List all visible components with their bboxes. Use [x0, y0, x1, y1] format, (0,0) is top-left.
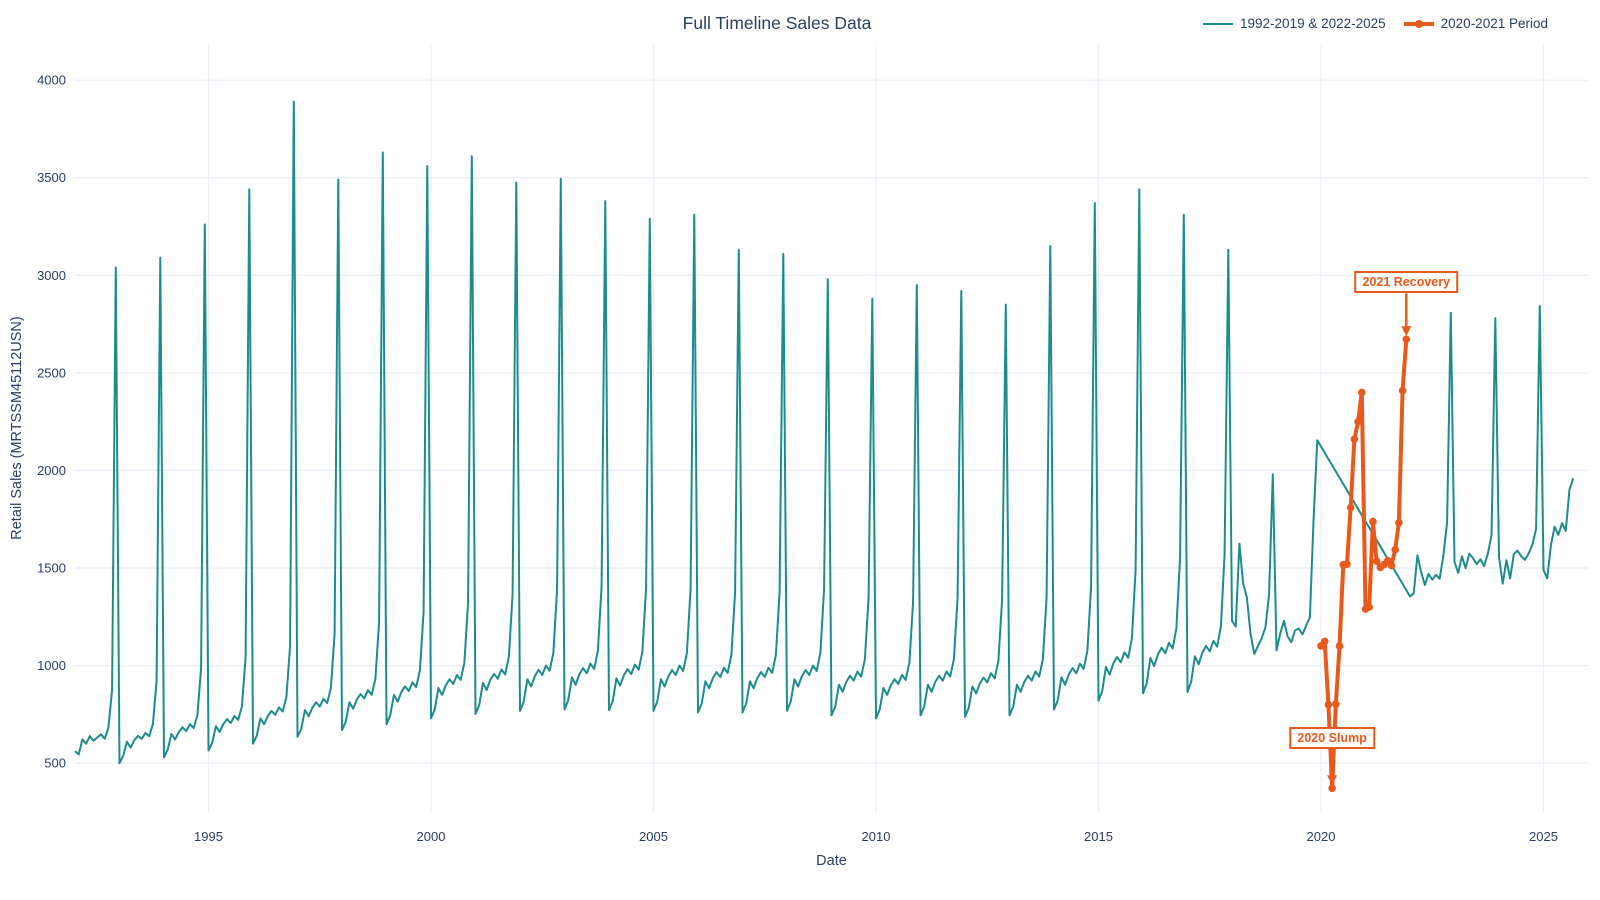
data-point-marker	[1402, 335, 1411, 344]
legend: 1992-2019 & 2022-2025 2020-2021 Period	[1203, 16, 1548, 31]
series-line-2020-2021	[1317, 335, 1411, 792]
teal-line-swatch-icon	[1203, 17, 1234, 31]
orange-line-marker-swatch-icon	[1403, 17, 1434, 31]
legend-label: 2020-2021 Period	[1440, 16, 1548, 31]
y-tick-label: 2500	[37, 365, 66, 380]
data-point-marker	[1387, 561, 1396, 570]
annotation-arrowhead-icon	[1401, 326, 1412, 337]
data-point-marker	[1350, 435, 1359, 444]
x-tick-label: 2000	[417, 829, 446, 844]
gridlines	[75, 45, 1588, 812]
series-line-main	[74, 100, 1575, 765]
x-tick-label: 2010	[862, 829, 891, 844]
legend-label: 1992-2019 & 2022-2025	[1240, 16, 1386, 31]
x-tick-label: 2005	[639, 829, 668, 844]
annotation-2021-recovery: 2021 Recovery	[1354, 271, 1459, 294]
annotation-arrows	[1327, 293, 1412, 786]
data-point-marker	[1328, 784, 1336, 792]
y-tick-label: 1500	[37, 561, 66, 576]
x-tick-label: 2015	[1084, 829, 1113, 844]
data-point-marker	[1346, 503, 1355, 512]
chart-title: Full Timeline Sales Data	[682, 13, 872, 33]
legend-item-main-series[interactable]: 1992-2019 & 2022-2025	[1203, 16, 1386, 31]
data-point-marker	[1320, 637, 1329, 646]
y-tick-label: 3500	[37, 170, 66, 185]
data-point-marker	[1398, 386, 1407, 395]
x-tick-label: 1995	[194, 829, 223, 844]
y-tick-label: 1000	[37, 658, 66, 673]
legend-item-2020-2021[interactable]: 2020-2021 Period	[1403, 16, 1548, 31]
x-axis-title: Date	[816, 853, 847, 869]
data-point-marker	[1335, 642, 1344, 650]
axis-tick-labels: 500 1000 1500 2000 2500 3000 3500 4000 1995 2000 2…	[37, 73, 1558, 844]
data-point-marker	[1365, 603, 1374, 611]
data-point-marker	[1324, 700, 1333, 709]
data-point-marker	[1369, 517, 1377, 526]
line-1992-2019-2022-2025	[74, 100, 1575, 765]
y-axis-title: Retail Sales (MRTSSM45112USN)	[9, 316, 25, 540]
y-tick-label: 3000	[37, 268, 66, 283]
data-point-marker	[1395, 518, 1403, 527]
data-point-marker	[1332, 700, 1340, 708]
annotation-arrowhead-icon	[1327, 775, 1338, 786]
x-tick-label: 2025	[1529, 829, 1558, 844]
data-point-marker	[1343, 560, 1351, 568]
annotation-2020-slump: 2020 Slump	[1289, 727, 1375, 750]
x-tick-label: 2020	[1307, 829, 1336, 844]
data-point-marker	[1354, 417, 1362, 426]
y-tick-label: 500	[44, 756, 66, 771]
data-point-marker	[1372, 557, 1381, 566]
y-tick-label: 2000	[37, 463, 66, 478]
data-point-marker	[1391, 545, 1399, 554]
data-point-marker	[1357, 388, 1366, 397]
y-tick-label: 4000	[37, 73, 66, 88]
